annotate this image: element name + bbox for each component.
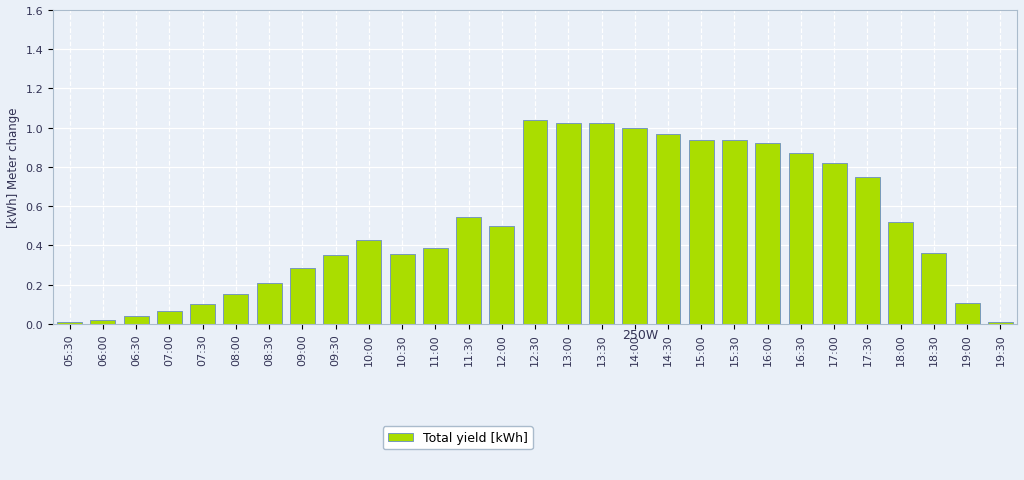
Bar — [157, 312, 182, 324]
Bar — [623, 128, 647, 324]
Bar — [489, 226, 514, 324]
Y-axis label: [kWh] Meter change: [kWh] Meter change — [7, 108, 19, 228]
Bar — [423, 249, 447, 324]
Bar — [589, 123, 614, 324]
Bar — [522, 120, 548, 324]
Bar — [556, 123, 581, 324]
Bar — [821, 164, 847, 324]
Legend: Total yield [kWh]: Total yield [kWh] — [383, 426, 532, 449]
Bar — [290, 268, 314, 324]
Bar — [756, 144, 780, 324]
Bar — [190, 304, 215, 324]
Bar — [456, 217, 481, 324]
Bar — [57, 322, 82, 324]
Bar — [788, 154, 813, 324]
Bar — [922, 253, 946, 324]
Bar — [855, 177, 880, 324]
Bar — [722, 141, 746, 324]
Bar — [689, 141, 714, 324]
Bar — [90, 320, 116, 324]
Bar — [324, 255, 348, 324]
Bar — [356, 241, 381, 324]
Text: 250W: 250W — [622, 329, 658, 342]
Bar — [389, 254, 415, 324]
Bar — [655, 135, 681, 324]
Bar — [223, 295, 248, 324]
Bar — [888, 222, 913, 324]
Bar — [124, 316, 148, 324]
Bar — [954, 303, 980, 324]
Bar — [257, 283, 282, 324]
Bar — [988, 322, 1013, 324]
